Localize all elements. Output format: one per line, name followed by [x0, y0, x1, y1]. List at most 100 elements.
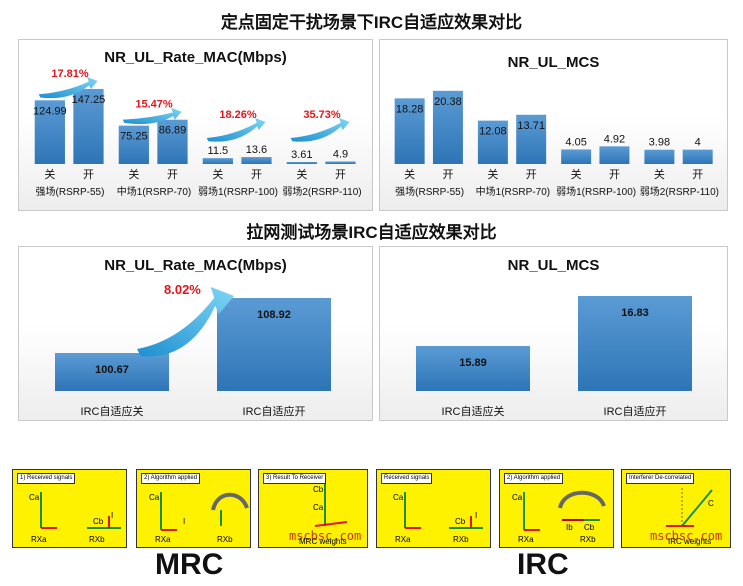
- diagram-label: Cb: [584, 523, 595, 532]
- diagram-label: RXb: [453, 535, 469, 544]
- bar: [55, 353, 169, 391]
- irc-diagram-2: 2) Algorithm applied Ca Ib Cb RXa RXb: [499, 469, 614, 548]
- improvement-arrow: [290, 118, 350, 142]
- tick-label: 开: [167, 169, 178, 181]
- bar: [644, 149, 675, 164]
- data-label: 4.92: [604, 133, 625, 145]
- watermark: mscbsc.com: [650, 529, 722, 543]
- page-title-middle: 拉网测试场景IRC自适应效果对比: [246, 223, 497, 242]
- diagram-drawing: C IRC weights mscbsc.com: [650, 488, 722, 546]
- diagram-label: Ca: [512, 493, 523, 502]
- bar: [202, 158, 233, 164]
- irc-diagram-3: Interferer De-correlated C IRC weights m…: [621, 469, 731, 548]
- data-label: 124.99: [33, 105, 67, 117]
- mrc-label: MRC: [155, 548, 224, 581]
- bar: [73, 88, 104, 164]
- chart-title: NR_UL_MCS: [507, 54, 600, 71]
- diagram-label: IRC weights: [668, 537, 711, 546]
- tick-label: 关: [654, 167, 665, 181]
- chart-title: NR_UL_Rate_MAC(Mbps): [104, 49, 287, 66]
- chart-mcs-drive: 15.89 IRC自适应关 16.83 IRC自适应开: [416, 296, 692, 418]
- bar: [682, 149, 713, 164]
- improvement-label: 8.02%: [164, 282, 201, 297]
- data-label: 3.61: [291, 149, 312, 161]
- improvement-label: 15.47%: [135, 99, 173, 111]
- chart-panel-rate-fixed: NR_UL_Rate_MAC(Mbps) 124.99 关 147.25 开强场(RS…: [18, 39, 373, 211]
- category-label: IRC自适应开: [243, 404, 306, 418]
- bar: [599, 146, 630, 164]
- bar: [325, 161, 356, 164]
- bar: [157, 119, 188, 164]
- diagram-caption: 2) Algorithm applied: [141, 473, 201, 484]
- bar: [561, 149, 592, 164]
- data-label: 18.28: [396, 103, 424, 115]
- chart-title: NR_UL_MCS: [507, 257, 600, 274]
- data-label: 16.83: [621, 307, 649, 319]
- irc-label: IRC: [517, 548, 569, 581]
- diagram-drawing: Ca Ib Cb RXa RXb: [512, 490, 606, 544]
- diagram-label: Ca: [393, 493, 404, 502]
- data-label: 13.6: [246, 144, 267, 156]
- tick-label: 开: [609, 169, 620, 181]
- bar: [241, 157, 272, 164]
- diagram-drawing: Cb Ca MRC weights mscbsc.com: [289, 480, 361, 546]
- bar: [118, 125, 149, 164]
- data-label: 4: [695, 137, 701, 149]
- diagram-drawing: Ca Cb RXa RXb I: [29, 492, 121, 544]
- chart-title: NR_UL_Rate_MAC(Mbps): [104, 257, 287, 274]
- tick-label: 关: [128, 167, 139, 181]
- diagram-drawing: Ca RXa RXb I: [149, 492, 249, 544]
- category-label: 弱场1(RSRP-100): [556, 185, 636, 198]
- improvement-arrow: [137, 287, 235, 357]
- diagram-label: Ib: [566, 523, 573, 532]
- data-label: 75.25: [120, 131, 148, 143]
- tick-label: 开: [251, 169, 262, 181]
- diagram-label: C: [708, 499, 714, 508]
- irc-diagram-1: Received signals Ca Cb RXa RXb I: [376, 469, 491, 548]
- tick-label: 关: [571, 167, 582, 181]
- chart-panel-rate-drive: NR_UL_Rate_MAC(Mbps) 100.67 IRC自适应关 108.92…: [18, 246, 373, 421]
- tick-label: 开: [83, 169, 94, 181]
- diagram-label: RXb: [580, 535, 596, 544]
- improvement-label: 35.73%: [303, 109, 341, 121]
- diagram-caption: 3) Result To Receiver: [263, 473, 327, 484]
- diagram-label: Ca: [149, 493, 160, 502]
- diagram-label: RXa: [518, 535, 534, 544]
- bar: [34, 100, 65, 164]
- improvement-arrow: [122, 107, 182, 125]
- chart-rate-drive: 100.67 IRC自适应关 108.92 IRC自适应开 8.02%: [55, 282, 331, 418]
- improvement-label: 18.26%: [219, 109, 257, 121]
- bar: [578, 296, 692, 391]
- chart-panel-mcs-fixed: NR_UL_MCS 18.28 关 20.38 开强场(RSRP-55) 12.08 关 1…: [379, 39, 728, 211]
- diagram-label: RXa: [31, 535, 47, 544]
- data-label: 4.05: [565, 136, 586, 148]
- category-label: IRC自适应开: [604, 404, 667, 418]
- diagram-label: RXa: [395, 535, 411, 544]
- category-label: 强场(RSRP-55): [36, 185, 105, 198]
- diagram-label: Ca: [29, 493, 40, 502]
- category-label: 中场1(RSRP-70): [117, 185, 191, 198]
- tick-label: 关: [212, 167, 223, 181]
- data-label: 147.25: [72, 94, 106, 106]
- chart-panel-mcs-drive: NR_UL_MCS 15.89 IRC自适应关 16.83 IRC自适应开: [379, 246, 728, 421]
- data-label: 86.89: [159, 125, 187, 137]
- improvement-label: 17.81%: [51, 68, 89, 80]
- diagram-label: RXb: [217, 535, 233, 544]
- mrc-diagram-2: 2) Algorithm applied Ca RXa RXb I: [136, 469, 251, 548]
- category-label: IRC自适应关: [442, 404, 505, 418]
- data-label: 12.08: [479, 126, 507, 138]
- page-title-top: 定点固定干扰场景下IRC自适应效果对比: [220, 13, 523, 32]
- data-label: 20.38: [434, 96, 462, 108]
- diagram-drawing: Ca Cb RXa RXb I: [393, 492, 483, 544]
- diagram-label: RXb: [89, 535, 105, 544]
- chart-rate-fixed: 124.99 关 147.25 开强场(RSRP-55) 17.81% 75.25 关 86.…: [33, 68, 362, 198]
- tick-label: 开: [442, 169, 453, 181]
- tick-label: 开: [335, 169, 346, 181]
- diagram-caption: Interferer De-correlated: [626, 473, 695, 484]
- diagram-caption: 2) Algorithm applied: [504, 473, 564, 484]
- diagram-label: Cb: [455, 517, 466, 526]
- tick-label: 开: [526, 169, 537, 181]
- category-label: 中场1(RSRP-70): [476, 185, 550, 198]
- improvement-arrow: [206, 118, 266, 142]
- category-label: 弱场2(RSRP-110): [640, 185, 719, 198]
